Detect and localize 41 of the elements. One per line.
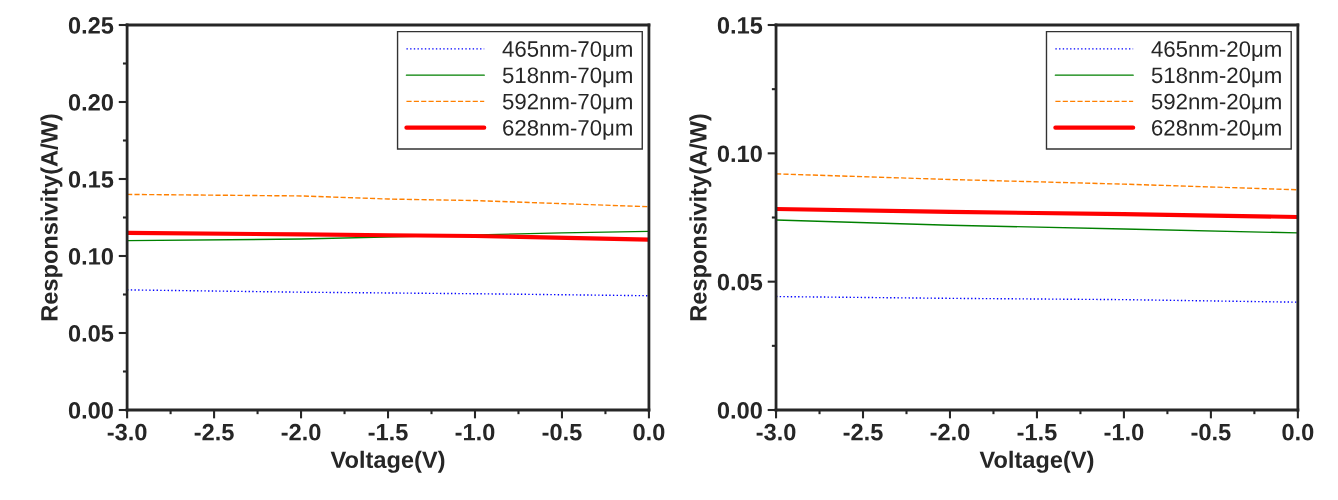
x-tick-label: -2.0	[281, 423, 321, 441]
legend-label: 465nm-70μm	[502, 41, 632, 61]
x-axis-title: Voltage(V)	[330, 450, 445, 473]
x-tick-label: -2.5	[843, 423, 883, 441]
x-tick-label: -3.0	[107, 423, 147, 441]
y-tick-label: 0.05	[717, 273, 763, 291]
line-series	[776, 206, 1298, 220]
x-tick-label: 0.0	[633, 423, 665, 441]
legend-label: 628nm-70μm	[503, 119, 632, 140]
x-tick-label: -1.0	[455, 423, 495, 441]
x-tick-label: -2.0	[930, 423, 970, 441]
x-tick-label: -1.5	[368, 424, 408, 441]
x-axis-title: Voltage(V)	[979, 450, 1094, 473]
legend-label: 465nm-20μm	[1151, 41, 1281, 61]
x-tick-label: -1.5	[1017, 424, 1057, 441]
y-tick-label: 0.15	[68, 171, 114, 188]
line-series	[776, 219, 1298, 234]
legend-label: 592nm-70μm	[502, 93, 632, 114]
x-tick-label: -0.5	[542, 423, 582, 441]
y-tick-label: 0.00	[68, 402, 113, 419]
x-tick-label: 0.0	[1282, 423, 1314, 441]
legend-label: 628nm-20μm	[1152, 119, 1281, 140]
y-axis-title: Responsivity(A/W)	[689, 114, 712, 321]
x-tick-label: -1.0	[1104, 423, 1144, 441]
legend-label: 518nm-20μm	[1151, 67, 1281, 88]
y-tick-label: 0.10	[68, 248, 113, 265]
y-tick-label: 0.05	[68, 325, 114, 342]
x-tick-label: -3.0	[756, 423, 796, 441]
x-tick-label: -2.5	[194, 423, 234, 441]
y-tick-label: 0.15	[717, 17, 763, 34]
legend-label: 592nm-20μm	[1151, 93, 1281, 114]
y-tick-label: 0.20	[68, 94, 113, 111]
y-tick-label: 0.00	[717, 402, 762, 419]
line-series	[776, 173, 1298, 191]
x-tick-label: -0.5	[1191, 423, 1231, 441]
line-series	[127, 193, 649, 208]
y-tick-label: 0.10	[717, 145, 762, 163]
y-tick-label: 0.25	[68, 17, 114, 34]
y-axis-title: Responsivity(A/W)	[40, 114, 63, 321]
legend-label: 518nm-70μm	[502, 67, 632, 88]
line-series	[127, 230, 649, 242]
